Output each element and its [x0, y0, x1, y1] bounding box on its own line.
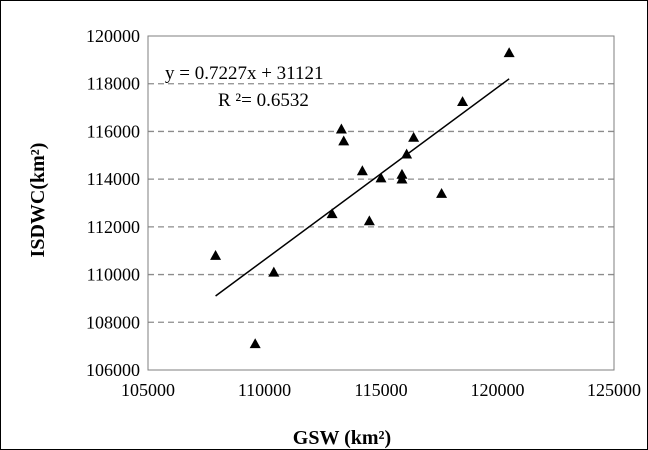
y-tick-label: 118000	[87, 74, 140, 94]
x-tick-label: 125000	[587, 380, 641, 400]
x-tick-label: 120000	[471, 380, 525, 400]
data-point	[396, 173, 408, 184]
y-tick-label: 110000	[87, 265, 140, 285]
y-tick-label: 108000	[86, 312, 140, 332]
grid-lines	[148, 83, 614, 323]
data-point	[326, 208, 338, 219]
data-point	[338, 135, 350, 146]
data-point	[363, 215, 375, 226]
trendline-equation: y = 0.7227x + 31121	[165, 63, 323, 84]
data-point	[503, 47, 515, 58]
data-points	[210, 47, 515, 349]
y-axis-title: ISDWC(km²)	[27, 143, 49, 258]
data-point	[210, 249, 222, 260]
x-axis-ticks: 105000 110000 115000 120000 125000	[121, 380, 641, 400]
y-axis-ticks: 106000 108000 110000 112000 114000 116000 1180…	[86, 26, 140, 380]
x-tick-label: 115000	[354, 380, 407, 400]
y-tick-label: 112000	[87, 217, 140, 237]
r-squared-label: R ²= 0.6532	[218, 90, 309, 111]
x-axis-title: GSW (km²)	[293, 427, 391, 449]
x-tick-label: 105000	[121, 380, 175, 400]
x-tick-label: 110000	[238, 380, 291, 400]
data-point	[356, 165, 368, 176]
data-point	[375, 172, 387, 183]
y-tick-label: 114000	[87, 169, 140, 189]
y-tick-label: 116000	[87, 121, 140, 141]
data-point	[249, 338, 261, 349]
data-point	[436, 187, 448, 198]
data-point	[268, 266, 280, 277]
y-tick-label: 120000	[86, 26, 140, 46]
trendline	[215, 78, 510, 297]
data-point	[457, 96, 469, 107]
plot-area	[147, 35, 615, 371]
data-point	[335, 123, 347, 134]
data-point	[401, 148, 413, 159]
data-point	[408, 131, 420, 142]
y-tick-label: 106000	[86, 360, 140, 380]
